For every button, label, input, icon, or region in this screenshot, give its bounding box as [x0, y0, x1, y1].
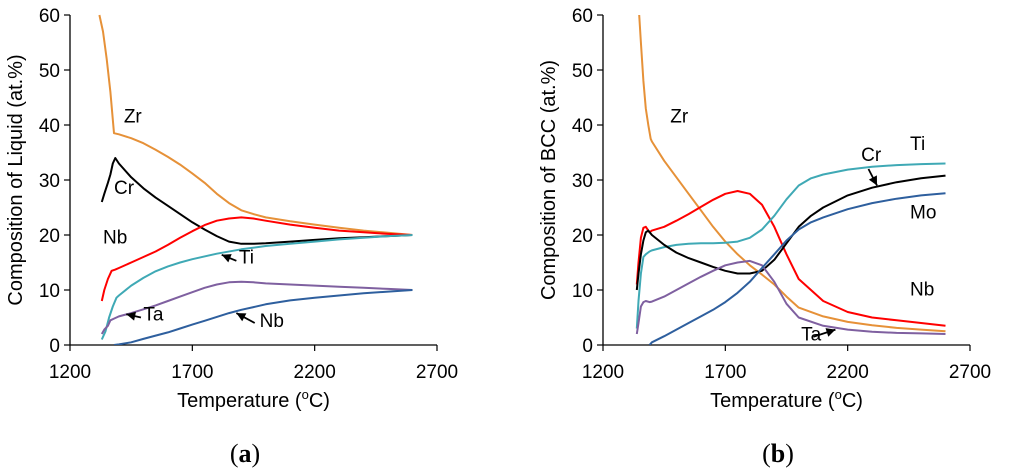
- y-tick-label: 50: [39, 61, 60, 82]
- y-tick-label: 0: [49, 336, 60, 357]
- x-axis-title-unit-sup: o: [302, 387, 309, 402]
- series-line-cr-1: [100, 157, 413, 245]
- x-tick-label: 2700: [949, 362, 991, 383]
- series-label-zr: Zr: [670, 106, 689, 127]
- y-tick-label: 0: [582, 336, 593, 357]
- panel-caption-close: ): [785, 439, 794, 468]
- y-tick-label: 10: [572, 281, 593, 302]
- series-line-ta-4: [100, 280, 413, 335]
- panel-caption-open: (: [230, 439, 239, 468]
- series-label-mo: Mo: [910, 203, 936, 224]
- y-tick-label: 30: [39, 171, 60, 192]
- series-group: [98, 14, 413, 345]
- y-tick-label: 30: [572, 171, 593, 192]
- series-label-ti: Ti: [239, 248, 254, 269]
- series-label-ti: Ti: [910, 134, 925, 155]
- x-axis-title: Temperature (oC): [710, 387, 863, 412]
- series-line-zr-0: [638, 14, 946, 333]
- label-arrow-head: [236, 313, 247, 322]
- series-line-ti-3: [100, 234, 413, 340]
- series-line-nb-5: [113, 289, 413, 345]
- series-label-zr: Zr: [124, 106, 143, 127]
- y-tick-label: 20: [39, 226, 60, 247]
- series-line-cr-3: [635, 174, 946, 291]
- panel-b: 0 10 20 30 40 50 60 1200 1700 2200 2700 Temperature…: [538, 6, 991, 468]
- y-tick-label: 50: [572, 61, 593, 82]
- x-axis-title-unit-open: (: [822, 390, 835, 412]
- panel-caption: (a): [230, 439, 260, 468]
- y-axis-title: Composition of BCC (at.%): [538, 60, 560, 300]
- x-axis-title-unit-sup: o: [835, 387, 842, 402]
- panel-caption: (b): [762, 439, 794, 468]
- x-tick-label: 1700: [704, 362, 746, 383]
- label-arrow-head: [868, 175, 877, 186]
- series-label-ta: Ta: [801, 325, 822, 346]
- x-tick-label: 1700: [171, 362, 213, 383]
- series-line-zr-0: [98, 14, 413, 236]
- series-label-nb: Nb: [103, 227, 127, 248]
- x-axis-title-text: Temperature: [710, 390, 822, 412]
- series-line-nb-1: [635, 190, 946, 327]
- y-tick-label: 40: [39, 116, 60, 137]
- y-axis-title: Composition of Liquid (at.%): [5, 54, 27, 305]
- label-arrow-head: [825, 328, 836, 337]
- x-tick-label: 2700: [416, 362, 458, 383]
- x-axis-title-unit-rest: C): [309, 390, 330, 412]
- y-tick-label: 40: [572, 116, 593, 137]
- series-label-cr: Cr: [114, 178, 135, 199]
- series-line-ta-4: [635, 259, 946, 335]
- panel-caption-letter: a: [239, 439, 252, 468]
- series-group: [635, 14, 946, 345]
- panel-caption-letter: b: [771, 439, 785, 468]
- y-tick-label: 10: [39, 281, 60, 302]
- x-tick-label: 2200: [827, 362, 869, 383]
- panel-caption-close: ): [252, 439, 261, 468]
- y-tick-label: 60: [39, 6, 60, 27]
- series-line-nb-2: [100, 216, 413, 302]
- x-tick-label: 2200: [294, 362, 336, 383]
- x-tick-label: 1200: [49, 362, 91, 383]
- y-tick-label: 20: [572, 226, 593, 247]
- series-line-ti-2: [635, 162, 946, 329]
- x-axis-title-unit-rest: C): [842, 390, 863, 412]
- panel-a: 0 10 20 30 40 50 60 1200 1700 2200 2700 Temperature…: [5, 6, 458, 468]
- series-label-ta: Ta: [143, 304, 164, 325]
- series-label-nb: Nb: [910, 280, 934, 301]
- panel-caption-open: (: [762, 439, 771, 468]
- x-axis-title-text: Temperature: [177, 390, 289, 412]
- series-label-nb: Nb: [260, 311, 284, 332]
- x-axis-title-unit-open: (: [289, 390, 302, 412]
- series-label-cr: Cr: [861, 145, 882, 166]
- series-line-mo-5: [648, 192, 946, 345]
- label-arrow-head: [126, 311, 136, 321]
- y-tick-label: 60: [572, 6, 593, 27]
- x-axis-title: Temperature (oC): [177, 387, 330, 412]
- label-arrow-head: [221, 254, 232, 263]
- x-tick-label: 1200: [582, 362, 624, 383]
